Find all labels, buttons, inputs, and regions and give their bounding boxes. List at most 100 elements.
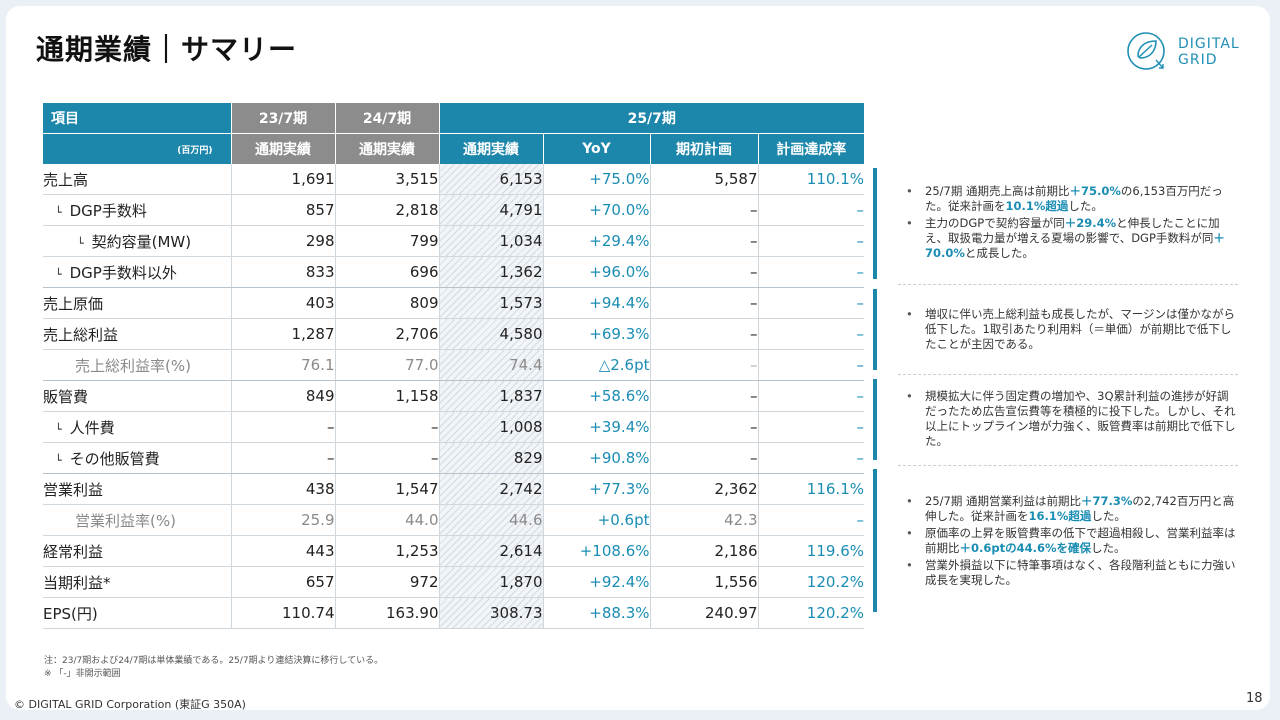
cell-yoy: +92.4% [543,566,651,598]
cell-rate: 120.2% [758,597,864,629]
logo-wordmark: DIGITAL GRID [1178,36,1240,68]
highlight: 10.1%超過 [1005,199,1069,213]
row-label: DGP手数料 [69,201,147,220]
cell-plan: 240.97 [650,597,759,629]
table-row: EPS(円) 110.74 163.90 308.73 +88.3% 240.9… [43,597,864,629]
cell-yoy: +0.6pt [543,504,651,536]
cell-yoy: +75.0% [543,164,651,195]
cell-2407: 1,158 [335,380,440,412]
table-row: 経常利益 443 1,253 2,614 +108.6% 2,186 119.6… [43,535,864,567]
text: と伸長したことに加え、取扱電力量が増える夏場の影響で、DGP手数料が同 [925,216,1220,245]
footnote: 注：23/7期および24/7期は単体業績である。25/7期より連結決算に移行して… [44,655,383,681]
col-header: 通期実績 [230,133,335,164]
row-label: 人件費 [69,418,115,437]
cell-2307: 443 [231,535,336,567]
period-header-2507: 25/7期 [438,103,864,134]
cell-2407: – [335,411,440,443]
highlight: ＋29.4% [1064,216,1117,230]
cell-plan: 5,587 [650,164,759,195]
table-row: 売上総利益 1,287 2,706 4,580 +69.3% – – [43,318,864,350]
text: した。 [1091,509,1126,523]
divider [898,465,1238,466]
cell-yoy: △2.6pt [543,349,651,381]
cell-2507: 1,008 [439,411,544,443]
highlight: ＋77.3% [1080,494,1133,508]
cell-2507: 4,791 [439,194,544,226]
table-row: └ 契約容量(MW) 298 799 1,034 +29.4% – – [43,225,864,257]
page-title: 通期業績｜サマリー [36,33,298,66]
cell-2407: 1,253 [335,535,440,567]
table-row: 売上総利益率(%) 76.1 77.0 74.4 △2.6pt – – [43,349,864,381]
highlight: ＋70.0% [925,231,1225,260]
bullet-item: 規模拡大に伴う固定費の増加や、3Q累計利益の進捗が好調だったため広告宣伝費等を積… [898,389,1238,449]
notes-sales: 25/7期 通期売上高は前期比＋75.0%の6,153百万円だった。従来計画を1… [898,184,1238,263]
copyright: © DIGITAL GRID Corporation (東証G 350A) [14,698,246,711]
logo-line1: DIGITAL [1178,36,1240,52]
notes-profit: 25/7期 通期営業利益は前期比＋77.3%の2,742百万円と高伸した。従来計… [898,494,1238,590]
text: した。 [1091,541,1126,555]
cell-2507: 2,614 [439,535,544,567]
cell-2407: 44.0 [335,504,440,536]
cell-plan: 2,186 [650,535,759,567]
cell-rate: – [758,504,864,536]
row-label: 営業利益率(%) [43,504,232,536]
row-label: 営業利益 [43,473,232,505]
cell-2507: 44.6 [439,504,544,536]
cell-rate: 120.2% [758,566,864,598]
cell-2507: 2,742 [439,473,544,505]
cell-yoy: +69.3% [543,318,651,350]
text: 主力のDGPで契約容量が同 [925,216,1065,230]
bullet-item: 25/7期 通期営業利益は前期比＋77.3%の2,742百万円と高伸した。従来計… [898,494,1238,524]
highlight: ＋75.0% [1069,184,1121,198]
cell-2507: 1,034 [439,225,544,257]
cell-2407: – [335,442,440,474]
table-row: 売上原価 403 809 1,573 +94.4% – – [43,287,864,319]
cell-2307: 1,691 [231,164,336,195]
row-label: 当期利益* [43,566,232,598]
cell-rate: 119.6% [758,535,864,567]
row-label: 経常利益 [43,535,232,567]
cell-2507: 6,153 [439,164,544,195]
cell-plan: 2,362 [650,473,759,505]
cell-2407: 77.0 [335,349,440,381]
cell-rate: – [758,194,864,226]
cell-2307: – [231,442,336,474]
cell-2407: 696 [335,256,440,288]
period-header-2407: 24/7期 [334,103,439,134]
row-label: 販管費 [43,380,232,412]
cell-plan: – [650,380,759,412]
text: の6,153百万円だった。従来計画を [925,184,1223,213]
table-row: └ DGP手数料以外 833 696 1,362 +96.0% – – [43,256,864,288]
table-row: 営業利益 438 1,547 2,742 +77.3% 2,362 116.1% [43,473,864,505]
highlight: ＋0.6ptの44.6%を確保 [959,541,1092,555]
row-label-cell: └ 契約容量(MW) [43,225,232,257]
corner-bracket-icon: └ [55,422,62,436]
row-label-cell: └ DGP手数料 [43,194,232,226]
col-header: YoY [542,133,650,164]
bullet-item: 25/7期 通期売上高は前期比＋75.0%の6,153百万円だった。従来計画を1… [898,184,1238,214]
cell-2307: 833 [231,256,336,288]
cell-2507: 1,573 [439,287,544,319]
cell-2407: 972 [335,566,440,598]
cell-2307: 76.1 [231,349,336,381]
cell-rate: – [758,380,864,412]
cell-plan: – [650,349,759,381]
cell-yoy: +77.3% [543,473,651,505]
cell-yoy: +108.6% [543,535,651,567]
row-label: 売上総利益率(%) [43,349,232,381]
cell-rate: 116.1% [758,473,864,505]
cell-2407: 3,515 [335,164,440,195]
cell-rate: – [758,225,864,257]
cell-2507: 1,837 [439,380,544,412]
text: 25/7期 通期売上高は前期比 [925,184,1070,198]
corner-bracket-icon: └ [77,236,84,250]
cell-yoy: +88.3% [543,597,651,629]
bullet-item: 主力のDGPで契約容量が同＋29.4%と伸長したことに加え、取扱電力量が増える夏… [898,216,1238,261]
row-label: DGP手数料以外 [69,263,177,282]
period-header-2307: 23/7期 [230,103,335,134]
cell-rate: – [758,256,864,288]
row-label: EPS(円) [43,597,232,629]
highlight: 16.1%超過 [1028,509,1092,523]
group-bar-profit [873,469,877,612]
row-label: 売上高 [43,164,232,195]
